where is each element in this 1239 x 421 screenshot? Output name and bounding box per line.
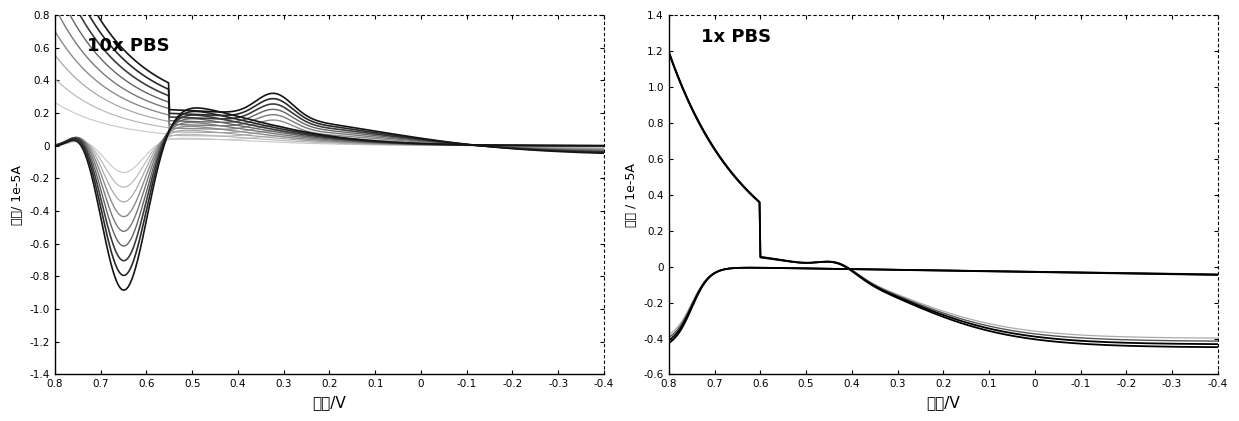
X-axis label: 电位/V: 电位/V [312, 395, 346, 410]
Text: 1x PBS: 1x PBS [701, 28, 771, 46]
Text: 10x PBS: 10x PBS [87, 37, 170, 55]
X-axis label: 电位/V: 电位/V [927, 395, 960, 410]
Y-axis label: 电流/ 1e-5A: 电流/ 1e-5A [11, 165, 24, 225]
Y-axis label: 电流 / 1e-5A: 电流 / 1e-5A [626, 163, 638, 227]
